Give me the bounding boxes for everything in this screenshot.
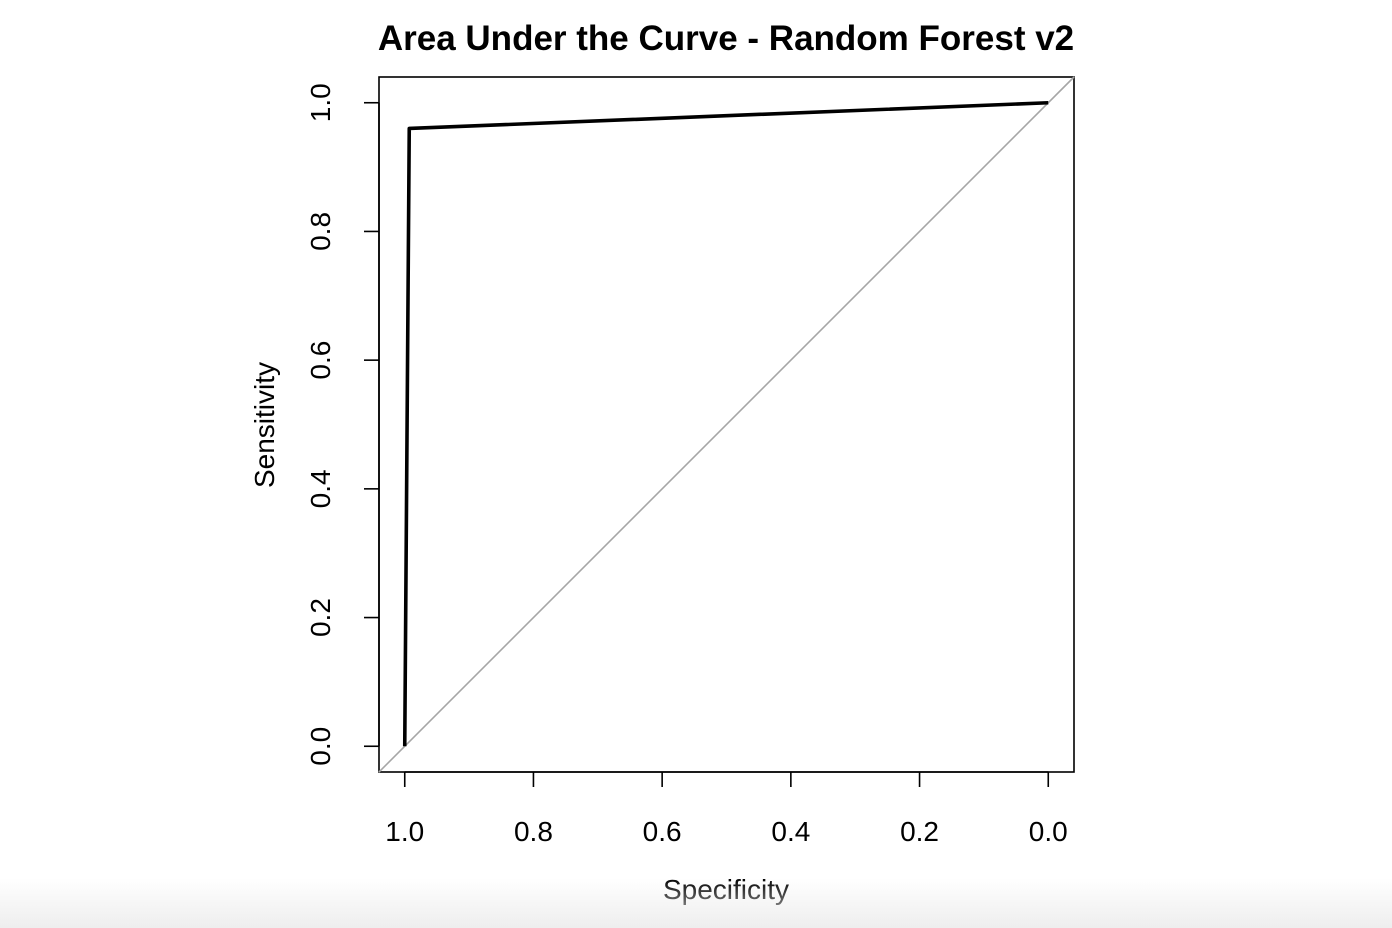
x-tick-label: 0.8	[514, 816, 553, 847]
y-tick-label: 0.6	[305, 341, 336, 380]
x-tick-label: 1.0	[385, 816, 424, 847]
roc-curve-line-0	[402, 100, 1049, 747]
x-axis-label: Specificity	[663, 874, 789, 905]
reference-layer	[378, 76, 1075, 773]
y-axis: 0.0 0.2 0.4 0.6 0.8 1.0	[305, 83, 380, 766]
x-axis: 1.0 0.8 0.6 0.4 0.2 0.0	[385, 771, 1068, 847]
x-tick-label: 0.0	[1029, 816, 1068, 847]
y-tick-label: 0.4	[305, 469, 336, 508]
x-tick-label: 0.2	[900, 816, 939, 847]
chart-title: Area Under the Curve - Random Forest v2	[378, 19, 1074, 58]
x-tick-label: 0.6	[643, 816, 682, 847]
x-tick-label: 0.4	[771, 816, 810, 847]
curve-layer	[402, 100, 1049, 747]
y-tick-label: 0.0	[305, 727, 336, 766]
y-axis-label: Sensitivity	[249, 362, 280, 488]
reference-diagonal-line	[378, 76, 1075, 773]
y-tick-label: 1.0	[305, 83, 336, 122]
y-tick-label: 0.8	[305, 212, 336, 251]
y-tick-label: 0.2	[305, 598, 336, 637]
